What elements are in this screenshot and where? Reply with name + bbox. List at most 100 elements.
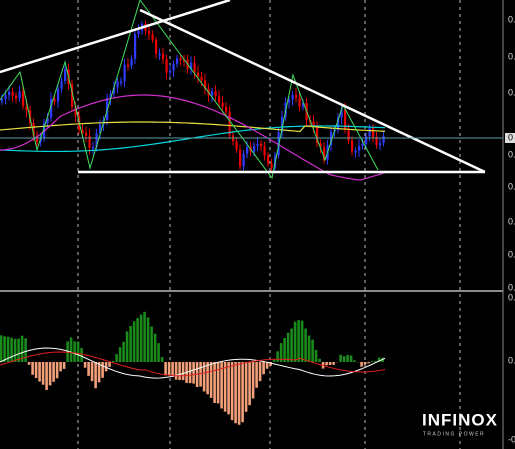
histogram-bar xyxy=(17,338,20,362)
price-panel xyxy=(0,0,503,181)
histogram-bar xyxy=(283,337,286,362)
candle-body xyxy=(169,70,172,73)
histogram-bar xyxy=(307,335,311,362)
histogram-bar xyxy=(6,336,10,362)
candle-body xyxy=(151,34,154,40)
candle-body xyxy=(372,128,375,137)
histogram-bar xyxy=(223,362,227,412)
candle-body xyxy=(347,128,350,141)
histogram-bar xyxy=(27,362,31,365)
candle-body xyxy=(57,88,60,102)
histogram-bar xyxy=(87,362,90,376)
candle-body xyxy=(351,140,354,152)
candle-body xyxy=(46,117,49,124)
candle-body xyxy=(71,83,74,107)
candle-body xyxy=(253,145,256,152)
candle-body xyxy=(158,53,161,56)
candle-body xyxy=(239,149,242,167)
histogram-bar xyxy=(76,341,80,362)
histogram-bar xyxy=(276,351,279,362)
histogram-bar xyxy=(181,362,185,381)
price-label: 0. xyxy=(508,14,515,24)
candle-body xyxy=(148,30,151,35)
candle-body xyxy=(197,72,200,77)
histogram-bar xyxy=(262,362,265,375)
brand-tagline: TRADING POWER xyxy=(423,431,485,437)
zigzag xyxy=(0,0,379,180)
histogram-bar xyxy=(230,362,234,421)
candle-body xyxy=(382,136,385,144)
histogram-bar xyxy=(31,362,34,375)
histogram-bar xyxy=(97,362,101,383)
histogram-bar xyxy=(367,362,370,364)
price-label: 0. xyxy=(508,249,515,259)
price-label: 0. xyxy=(508,149,515,159)
candle-body xyxy=(74,106,77,116)
histogram-bar xyxy=(290,328,293,362)
histogram-bar xyxy=(48,362,52,386)
price-label: 0. xyxy=(508,181,515,191)
candle-body xyxy=(358,146,361,151)
histogram-bar xyxy=(24,338,27,362)
candle-body xyxy=(81,129,84,133)
histogram-bar xyxy=(314,349,318,362)
histogram-bar xyxy=(269,362,272,366)
histogram-bar xyxy=(38,362,41,382)
histogram-bar xyxy=(227,362,230,415)
histogram-bar xyxy=(129,325,132,362)
candle-body xyxy=(288,99,291,103)
histogram-bar xyxy=(132,321,136,362)
histogram-bar xyxy=(69,337,73,362)
candle-body xyxy=(337,117,340,130)
histogram-bar xyxy=(374,360,377,362)
candle-body xyxy=(214,91,217,97)
candle-body xyxy=(312,121,315,128)
candle-body xyxy=(25,105,28,111)
candle-body xyxy=(18,91,21,99)
histogram-bar xyxy=(363,362,367,365)
moving-average xyxy=(0,121,386,133)
candle-body xyxy=(298,97,301,107)
candle-body xyxy=(183,59,186,62)
candle-body xyxy=(116,81,119,88)
candle-body xyxy=(88,135,91,148)
candle-body xyxy=(95,133,98,148)
histogram-bar xyxy=(244,362,248,412)
histogram-bar xyxy=(353,360,356,362)
histogram-bar xyxy=(125,331,129,362)
histogram-bar xyxy=(59,362,62,372)
candle-body xyxy=(155,39,158,54)
histogram-bar xyxy=(220,362,223,409)
candle-body xyxy=(190,62,193,70)
candle-body xyxy=(211,91,214,96)
trendline xyxy=(0,0,231,74)
histogram-bar xyxy=(213,362,216,403)
candle-body xyxy=(176,58,179,64)
histogram-bar xyxy=(325,362,328,366)
candle-body xyxy=(379,143,382,146)
histogram-bar xyxy=(286,332,290,362)
candle-body xyxy=(295,94,298,98)
candle-body xyxy=(291,94,294,100)
candle-body xyxy=(50,99,53,118)
candle-body xyxy=(92,147,95,150)
histogram-bar xyxy=(206,362,209,395)
histogram-bar xyxy=(377,357,381,362)
histogram-bar xyxy=(216,362,220,404)
histogram-bar xyxy=(279,343,283,362)
candle-body xyxy=(270,163,273,168)
candle-body xyxy=(4,95,7,100)
candle-body xyxy=(32,123,35,136)
candle-body xyxy=(344,109,347,129)
histogram-bar xyxy=(34,362,38,379)
histogram-bar xyxy=(83,362,87,368)
histogram-bar xyxy=(90,362,94,382)
histogram-bar xyxy=(10,337,13,362)
candle-body xyxy=(225,106,228,112)
candle-body xyxy=(165,59,168,73)
candle-body xyxy=(242,153,245,167)
histogram-bar xyxy=(73,341,76,362)
trendline xyxy=(139,8,486,174)
candle-body xyxy=(354,150,357,153)
candle-body xyxy=(361,144,364,147)
